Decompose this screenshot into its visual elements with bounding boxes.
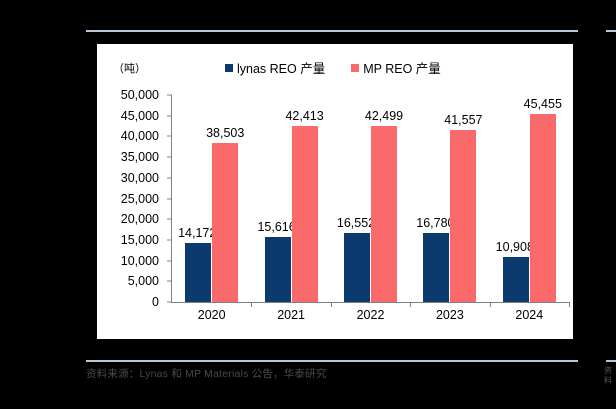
- y-axis-tick-label: 25,000: [120, 191, 159, 206]
- y-axis-tick-mark: [167, 156, 172, 158]
- y-axis-tick-label: 10,000: [120, 253, 159, 268]
- right-column-bottom-rule-fragment: [606, 360, 616, 362]
- bar-value-label-mp: 41,557: [444, 112, 483, 127]
- y-axis-tick-label: 15,000: [120, 232, 159, 247]
- bar-mp[interactable]: [212, 142, 239, 302]
- y-axis-tick-label: 30,000: [120, 170, 159, 185]
- y-axis-tick-mark: [167, 301, 172, 303]
- y-axis-tick-mark: [167, 135, 172, 137]
- bar-lynas[interactable]: [185, 243, 212, 302]
- y-axis-tick-label: 20,000: [120, 212, 159, 227]
- y-axis-tick-label: 50,000: [120, 88, 159, 102]
- bar-value-label-mp: 45,455: [523, 96, 562, 111]
- legend-swatch-mp: [351, 63, 360, 72]
- bar-value-label-lynas: 15,616: [257, 220, 296, 235]
- bar-value-label-lynas: 10,908: [495, 239, 534, 254]
- bar-mp[interactable]: [370, 126, 397, 302]
- source-note: 资料来源：Lynas 和 MP Materials 公告，华泰研究: [86, 368, 327, 380]
- bar-value-label-mp: 42,499: [364, 109, 404, 124]
- legend-label-mp: MP REO 产量: [363, 62, 441, 76]
- x-axis-label: 2024: [515, 308, 544, 322]
- bar-mp[interactable]: [291, 126, 318, 302]
- x-axis-tick-mark: [330, 302, 332, 307]
- chart-legend: lynas REO 产量 MP REO 产量: [225, 58, 441, 77]
- x-axis-tick-mark: [569, 302, 570, 307]
- y-axis-tick-label: 0: [152, 295, 159, 309]
- y-axis-tick-mark: [167, 177, 172, 179]
- y-axis-tick-mark: [167, 239, 172, 241]
- y-axis-tick-mark: [167, 94, 172, 96]
- x-axis-label: 2021: [277, 308, 305, 322]
- bar-lynas[interactable]: [343, 233, 370, 302]
- right-column-text-fragment: 资料: [604, 366, 612, 385]
- y-axis-unit-label: （吨）: [113, 63, 146, 75]
- bar-group: 16,780 41,557: [410, 95, 489, 302]
- y-axis-tick-label: 35,000: [120, 150, 159, 165]
- x-axis-tick-mark: [251, 302, 253, 307]
- y-axis-tick-mark: [167, 115, 172, 117]
- chart-figure: （吨） lynas REO 产量 MP REO 产量 50,000 45,000 4…: [97, 44, 573, 339]
- bar-group: 15,616 42,413: [251, 95, 330, 302]
- bar-mp[interactable]: [450, 129, 477, 302]
- y-axis-tick-label: 5,000: [127, 274, 159, 289]
- x-axis-label: 2023: [435, 308, 464, 322]
- plot-area: 50,000 45,000 40,000 35,000 30,000 25,000 20,0…: [97, 88, 573, 339]
- x-axis-label: 2020: [197, 308, 226, 322]
- bar-lynas[interactable]: [502, 256, 529, 302]
- bar-group: 14,172 38,503: [172, 95, 251, 302]
- y-axis-tick-mark: [167, 260, 172, 262]
- legend-label-lynas: lynas REO 产量: [237, 62, 326, 76]
- x-axis-label: 2022: [356, 308, 385, 322]
- y-axis-tick-mark: [167, 280, 172, 282]
- bar-lynas[interactable]: [264, 237, 291, 302]
- legend-item-mp[interactable]: MP REO 产量: [351, 58, 441, 77]
- y-axis-tick-label: 45,000: [120, 108, 159, 123]
- bar-mp[interactable]: [529, 113, 556, 302]
- y-axis-line: [171, 95, 172, 302]
- legend-item-lynas[interactable]: lynas REO 产量: [225, 58, 325, 77]
- bar-group: 16,552 42,499: [331, 95, 410, 302]
- bar-groups: 14,172 38,503 2020 15,616 42,413 2021 16,552 42…: [172, 95, 570, 322]
- y-axis-tick-mark: [167, 198, 172, 199]
- x-axis-line: [171, 302, 569, 303]
- bar-value-label-lynas: 14,172: [178, 226, 217, 241]
- bar-group: 10,908 45,455: [490, 95, 569, 302]
- y-axis-tick-mark: [167, 218, 172, 220]
- bar-value-label-lynas: 16,552: [336, 216, 376, 231]
- bar-value-label-mp: 38,503: [206, 125, 245, 140]
- x-axis-tick-mark: [410, 302, 412, 307]
- top-divider-rule: [86, 30, 578, 32]
- x-axis-tick-mark: [489, 302, 491, 307]
- legend-swatch-lynas: [225, 63, 233, 72]
- right-column-top-rule-fragment: [606, 30, 616, 32]
- bar-value-label-mp: 42,413: [285, 109, 324, 124]
- y-axis: 50,000 45,000 40,000 35,000 30,000 25,000 20,0…: [97, 88, 172, 309]
- bar-lynas[interactable]: [423, 232, 450, 302]
- bottom-divider-rule: [86, 360, 578, 362]
- bar-value-label-lynas: 16,780: [416, 215, 455, 230]
- y-axis-tick-label: 40,000: [120, 129, 159, 144]
